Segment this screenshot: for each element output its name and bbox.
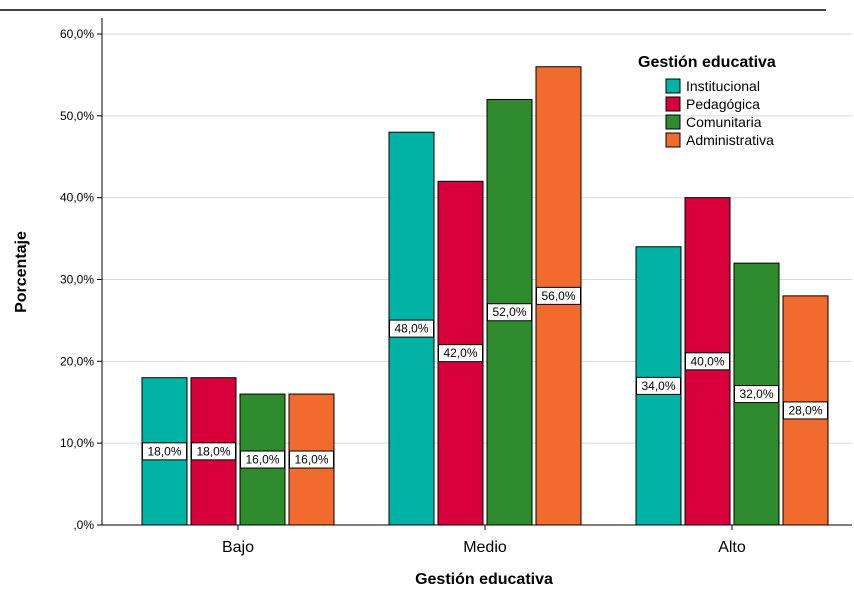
y-tick-label: 40,0% — [60, 191, 94, 205]
x-category-label: Alto — [718, 539, 746, 556]
legend-title: Gestión educativa — [638, 54, 776, 71]
data-label-box — [636, 376, 681, 395]
x-axis-categories: Bajo Medio Alto — [222, 525, 746, 556]
legend-swatch — [665, 78, 681, 94]
data-label-box — [240, 450, 285, 469]
y-tick-label: 30,0% — [60, 273, 94, 287]
data-label-box — [685, 352, 730, 371]
data-label: 18,0% — [196, 444, 230, 458]
legend-label: Pedagógica — [686, 96, 760, 112]
legend-swatch — [665, 96, 681, 112]
y-tick-label: 50,0% — [60, 109, 94, 123]
x-category-label: Medio — [463, 539, 507, 556]
data-label: 34,0% — [641, 379, 675, 393]
x-axis-title: Gestión educativa — [415, 571, 553, 588]
data-label: 40,0% — [690, 354, 724, 368]
legend-label: Institucional — [686, 78, 760, 94]
data-label: 32,0% — [739, 387, 773, 401]
data-label: 16,0% — [294, 453, 328, 467]
data-label: 42,0% — [443, 346, 477, 360]
data-label-box — [142, 442, 187, 461]
data-label-box — [191, 442, 236, 461]
y-tick-label: 60,0% — [60, 27, 94, 41]
data-label-box — [438, 344, 483, 363]
data-label-box — [389, 319, 434, 338]
data-label: 52,0% — [492, 305, 526, 319]
legend-swatch — [665, 132, 681, 148]
y-tick-label: 10,0% — [60, 436, 94, 450]
legend-label: Comunitaria — [686, 114, 762, 130]
legend-label: Administrativa — [686, 132, 774, 148]
y-axis-title: Porcentaje — [13, 231, 30, 313]
legend-swatch — [665, 114, 681, 130]
x-category-label: Bajo — [222, 539, 254, 556]
data-label: 28,0% — [788, 403, 822, 417]
data-label: 48,0% — [394, 322, 428, 336]
data-labels: 18,0% 18,0% 16,0% 16,0% 48,0% 42,0% 52,0% 56,0%… — [142, 286, 828, 469]
data-label: 18,0% — [147, 444, 181, 458]
legend: Gestión educativa Institucional Pedagógic… — [638, 54, 776, 148]
data-label-box — [289, 450, 334, 469]
y-tick-label: ,0% — [73, 518, 94, 532]
legend-items: Institucional Pedagógica Comunitaria Admini… — [665, 78, 774, 148]
data-label-box — [487, 303, 532, 322]
data-label: 56,0% — [541, 289, 575, 303]
data-label: 16,0% — [245, 453, 279, 467]
y-axis-ticks: ,0% 10,0% 20,0% 30,0% 40,0% 50,0% 60,0% — [60, 27, 102, 532]
data-label-box — [734, 385, 779, 404]
data-label-box — [783, 401, 828, 420]
data-label-box — [536, 286, 581, 305]
y-tick-label: 20,0% — [60, 354, 94, 368]
